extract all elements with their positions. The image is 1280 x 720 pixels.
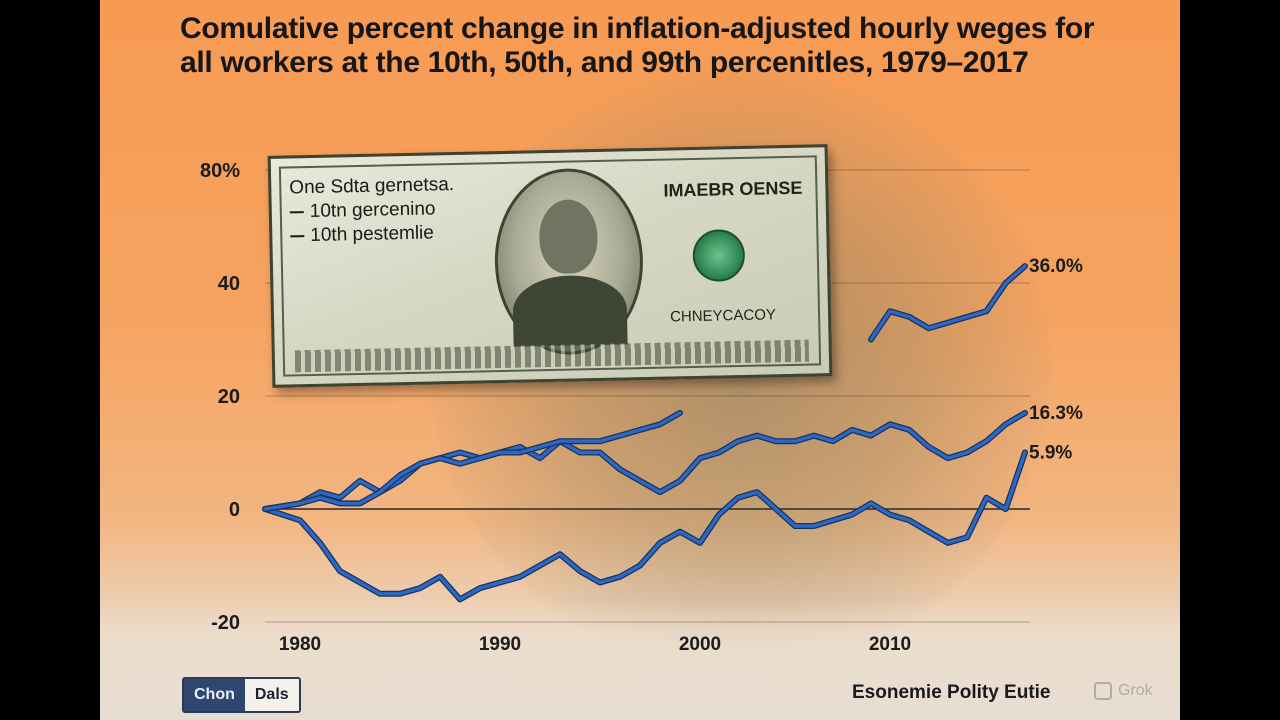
chart-title: Comulative percent change in inflation-a…	[180, 12, 1095, 79]
watermark: Grok	[1094, 682, 1153, 700]
legend-swatch	[290, 235, 305, 238]
y-tick-label: 20	[218, 386, 240, 408]
legend-label: 10th pestemlie	[310, 222, 435, 247]
series-line	[263, 411, 1027, 511]
legend-swatch	[289, 211, 304, 214]
watermark-text: Grok	[1118, 682, 1153, 699]
series-line-outline	[868, 263, 1028, 343]
bill-bottom-text: CHNEYCACOY	[669, 306, 777, 326]
series-line	[263, 450, 1027, 602]
y-tick-label: -20	[211, 612, 240, 634]
x-tick-label: 2010	[869, 634, 911, 655]
series-line	[263, 411, 682, 511]
badge-left: Chon	[184, 679, 245, 711]
grok-icon	[1094, 682, 1112, 700]
portrait-shoulders	[512, 274, 628, 347]
badge-right: Dals	[244, 679, 299, 711]
dollar-bill-illustration: One Sdta gernetsa. 10tn gercenino 10th p…	[267, 144, 833, 388]
x-tick-label: 1990	[479, 634, 521, 655]
x-tick-label: 1980	[279, 634, 321, 655]
legend-label: 10tn gercenino	[309, 198, 436, 223]
x-tick-label: 2000	[679, 634, 721, 655]
line-chart: -20 0 20 40 80% 1980 1990 2000 2010 36.0% 16.3% 5.9…	[200, 160, 1083, 655]
legend-label: One Sdta gernetsa.	[289, 173, 455, 199]
y-tick-label: 40	[218, 273, 240, 295]
series-end-label: 5.9%	[1029, 443, 1072, 464]
source-label: Esonemie Polity Eutie	[852, 682, 1051, 703]
portrait-head	[538, 199, 599, 275]
series-line	[869, 264, 1027, 342]
legend: One Sdta gernetsa. 10tn gercenino 10th p…	[289, 172, 500, 248]
chart-canvas: Comulative percent change in inflation-a…	[100, 0, 1180, 720]
legend-item: 10th pestemlie	[290, 220, 500, 248]
y-tick-label: 0	[229, 499, 240, 521]
brand-badge: Chon Dals	[182, 677, 301, 713]
bill-top-text: IMAEBR OENSE	[663, 177, 803, 201]
y-tick-label: 80%	[200, 160, 240, 182]
series-line-outline	[262, 449, 1028, 603]
series-end-label: 36.0%	[1029, 256, 1083, 277]
series-end-label: 16.3%	[1029, 403, 1083, 424]
